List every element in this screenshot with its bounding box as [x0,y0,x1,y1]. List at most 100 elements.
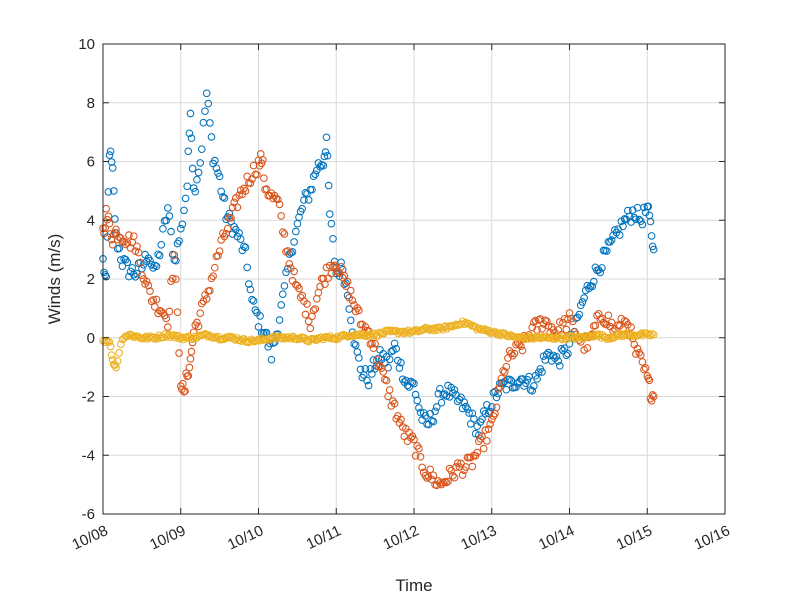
data-point [351,307,360,316]
data-point [149,296,158,304]
data-point [156,334,165,342]
data-point [280,282,289,290]
data-point [337,262,345,271]
data-point [173,308,182,317]
data-point [497,374,506,383]
y-tick-label: 10 [78,36,95,53]
data-point [133,269,141,278]
data-point [176,382,185,390]
data-point [277,301,286,309]
data-point [374,354,383,363]
data-point [648,242,657,251]
data-point [364,381,373,390]
data-point [193,318,201,327]
data-point [487,403,496,411]
data-point [607,333,616,342]
data-point [646,331,655,340]
data-point [632,215,640,224]
data-point [436,384,444,393]
data-point [507,376,516,385]
data-point [601,333,610,342]
data-point [452,463,460,471]
data-point [426,409,435,418]
data-point [368,339,376,348]
data-point [273,333,282,342]
data-points [99,89,658,490]
data-point [390,399,399,408]
data-point [225,209,234,218]
data-point [453,459,462,467]
data-point [607,236,616,244]
data-point [468,462,477,471]
data-point [385,326,394,335]
y-axis-ticks: -6 -4 -2 0 2 4 6 8 10 [78,36,725,523]
data-point [569,334,578,342]
data-point [322,133,331,142]
data-point [564,349,572,358]
data-point [186,354,195,363]
data-point [217,187,226,196]
data-point [398,327,407,336]
data-point [255,161,264,170]
y-tick-label: -4 [82,447,95,464]
data-point [191,332,199,341]
data-point [154,250,162,259]
data-point [562,351,571,360]
data-point [554,357,563,365]
data-point [223,224,232,233]
data-point [280,230,289,238]
data-point [421,411,430,420]
data-point [309,306,318,315]
data-point [593,330,601,338]
data-point [638,220,647,229]
data-point [397,358,405,367]
data-point [316,162,324,171]
data-point [442,392,451,400]
data-point [583,344,592,352]
data-point [181,387,189,395]
data-point [202,295,211,303]
data-point [206,119,214,127]
data-point [324,181,333,190]
data-point [186,109,195,118]
data-point [175,237,183,245]
data-point [431,324,440,332]
data-point [458,471,467,479]
data-point [531,316,540,325]
data-point [346,316,355,325]
data-point [188,164,197,173]
data-point [101,224,110,232]
data-point [626,330,634,339]
data-point [350,340,358,348]
data-point [105,151,114,159]
data-point [325,210,334,218]
data-point [202,330,211,339]
data-point [353,331,362,340]
data-point [342,279,350,287]
data-point [321,280,329,289]
data-point [170,251,179,259]
data-point [106,342,115,351]
data-point [508,351,517,360]
data-point [175,349,183,357]
data-point [222,229,230,238]
data-point [510,349,519,358]
data-point [246,285,255,294]
data-point [187,347,196,356]
data-point [397,415,405,424]
data-point [492,393,501,402]
data-point [544,321,553,330]
data-point [298,204,307,213]
data-point [101,271,110,279]
data-point [256,336,264,345]
data-point [647,396,656,405]
data-point [552,352,561,361]
data-point [382,376,391,385]
data-point [254,323,263,331]
data-point [423,474,431,482]
data-point [483,437,491,445]
data-point [646,217,655,226]
data-point [489,328,498,337]
data-point [416,452,425,461]
